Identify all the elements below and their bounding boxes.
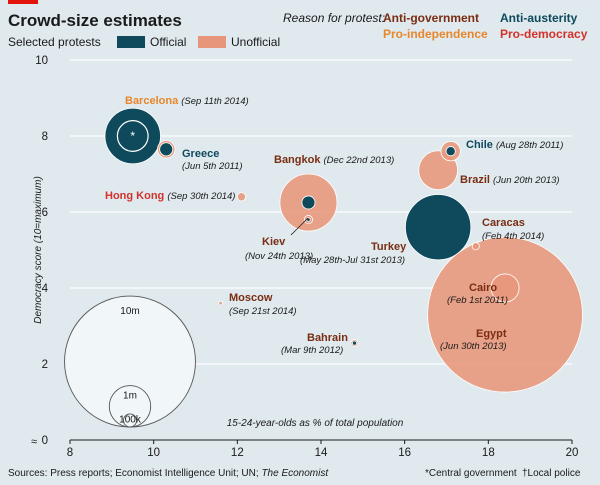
chart-title: Crowd-size estimates [8,11,182,30]
bubble-official [351,340,357,346]
bubble-label: Chile (Aug 28th 2011) [466,139,563,151]
city-name: Bahrain [307,332,348,344]
bubble-label: Brazil (Jun 20th 2013) [460,174,560,186]
reason-anti-government: Anti-government [383,11,479,25]
x-tick-label: 18 [482,447,495,459]
sources-publication: The Economist [261,468,329,479]
bubble-official [445,146,456,157]
city-date: (Jun 20th 2013) [493,175,560,186]
bubble-official [301,195,316,210]
size-scale: 10m 1m 100k [64,295,196,428]
city-name: Cairo [469,282,497,294]
legend-unofficial-swatch [198,36,226,48]
city-name: Greece [182,148,219,160]
legend-official-swatch [117,36,145,48]
city-name: Hong Kong [105,190,167,202]
reason-pro-independence: Pro-independence [383,27,488,41]
bubbles: * [104,107,583,393]
x-tick-label: 8 [67,447,73,459]
y-tick-label: 4 [42,283,49,295]
reason-title: Reason for protest: [283,11,385,25]
scale-label: 100k [119,414,142,425]
city-date: (Aug 28th 2011) [496,140,563,151]
y-tick-label: 8 [42,131,48,143]
sources-note: Sources: Press reports; Economist Intell… [8,468,329,479]
city-date: (Nov 24th 2013) [245,251,313,262]
city-name: Bangkok [274,154,324,166]
city-date: (Sep 30th 2014) [167,191,235,202]
bubble-unofficial [471,242,480,251]
x-axis-title: 15-24-year-olds as % of total population [227,418,404,429]
bubble-unofficial [218,300,223,306]
bubble-official [405,194,472,261]
city-date: (Jun 30th 2013) [440,341,507,352]
y-tick-label: 0 [42,435,48,447]
scale-label: 1m [123,391,137,402]
y-tick-label: 6 [42,207,48,219]
legend-official-label: Official [150,35,186,49]
sources-prefix: Sources: Press reports; Economist Intell… [8,468,261,479]
bubble-unofficial [490,273,520,303]
city-name: Brazil [460,174,493,186]
y-axis-title: Democracy score (10=maximum) [33,176,44,324]
city-date: (May 28th-Jul 31st 2013) [300,255,405,266]
city-name: Turkey [371,241,407,253]
official-marker: * [130,129,135,143]
bubble-labels: Barcelona (Sep 11th 2014) Greece(Jun 5th … [105,95,563,356]
bubble-label: Barcelona (Sep 11th 2014) [125,95,249,107]
x-tick-label: 16 [398,447,411,459]
x-tick-label: 20 [566,447,579,459]
label-leader-line [290,217,309,236]
footnote-central-government: *Central government [425,468,517,479]
city-date: (Mar 9th 2012) [281,345,343,356]
x-tick-label: 12 [231,447,244,459]
y-tick-label: 10 [35,55,48,67]
x-tick-label: 10 [147,447,160,459]
x-tick-label: 14 [315,447,328,459]
city-date: (Sep 11th 2014) [181,96,248,107]
city-date: (Feb 1st 2011) [447,295,508,306]
scale-circle [123,413,137,428]
bubble-official [104,107,161,165]
reason-pro-democracy: Pro-democracy [500,27,588,41]
reason-anti-austerity: Anti-austerity [500,11,578,25]
city-date: (Dec 22nd 2013) [324,155,395,166]
city-name: Kiev [262,236,286,248]
city-date: (Sep 21st 2014) [229,306,297,317]
city-date: (Feb 4th 2014) [482,231,544,242]
axis-ticks: 0 2 4 6 8 10 8 10 12 14 16 18 20 [35,55,578,459]
city-name: Egypt [476,328,507,340]
city-date: (Jun 5th 2011) [182,161,243,172]
axis-break-icon: ≈ [31,436,37,448]
bubble-label: Hong Kong (Sep 30th 2014) [105,190,235,202]
city-name: Moscow [229,292,273,304]
chart-subtitle: Selected protests [8,35,101,49]
scale-label: 10m [120,306,139,317]
city-name: Barcelona [125,95,181,107]
legend-unofficial-label: Unofficial [231,35,280,49]
bubble-official [159,142,174,157]
city-name: Chile [466,139,496,151]
header-accent-bar [8,0,38,4]
bubble-unofficial [427,236,583,393]
footnote-local-police: †Local police [522,468,581,479]
bubble-inner-ring [116,120,149,152]
bubble-label: Bangkok (Dec 22nd 2013) [274,154,394,166]
bubble-unofficial [236,192,247,202]
y-tick-label: 2 [42,359,48,371]
city-name: Caracas [482,217,525,229]
